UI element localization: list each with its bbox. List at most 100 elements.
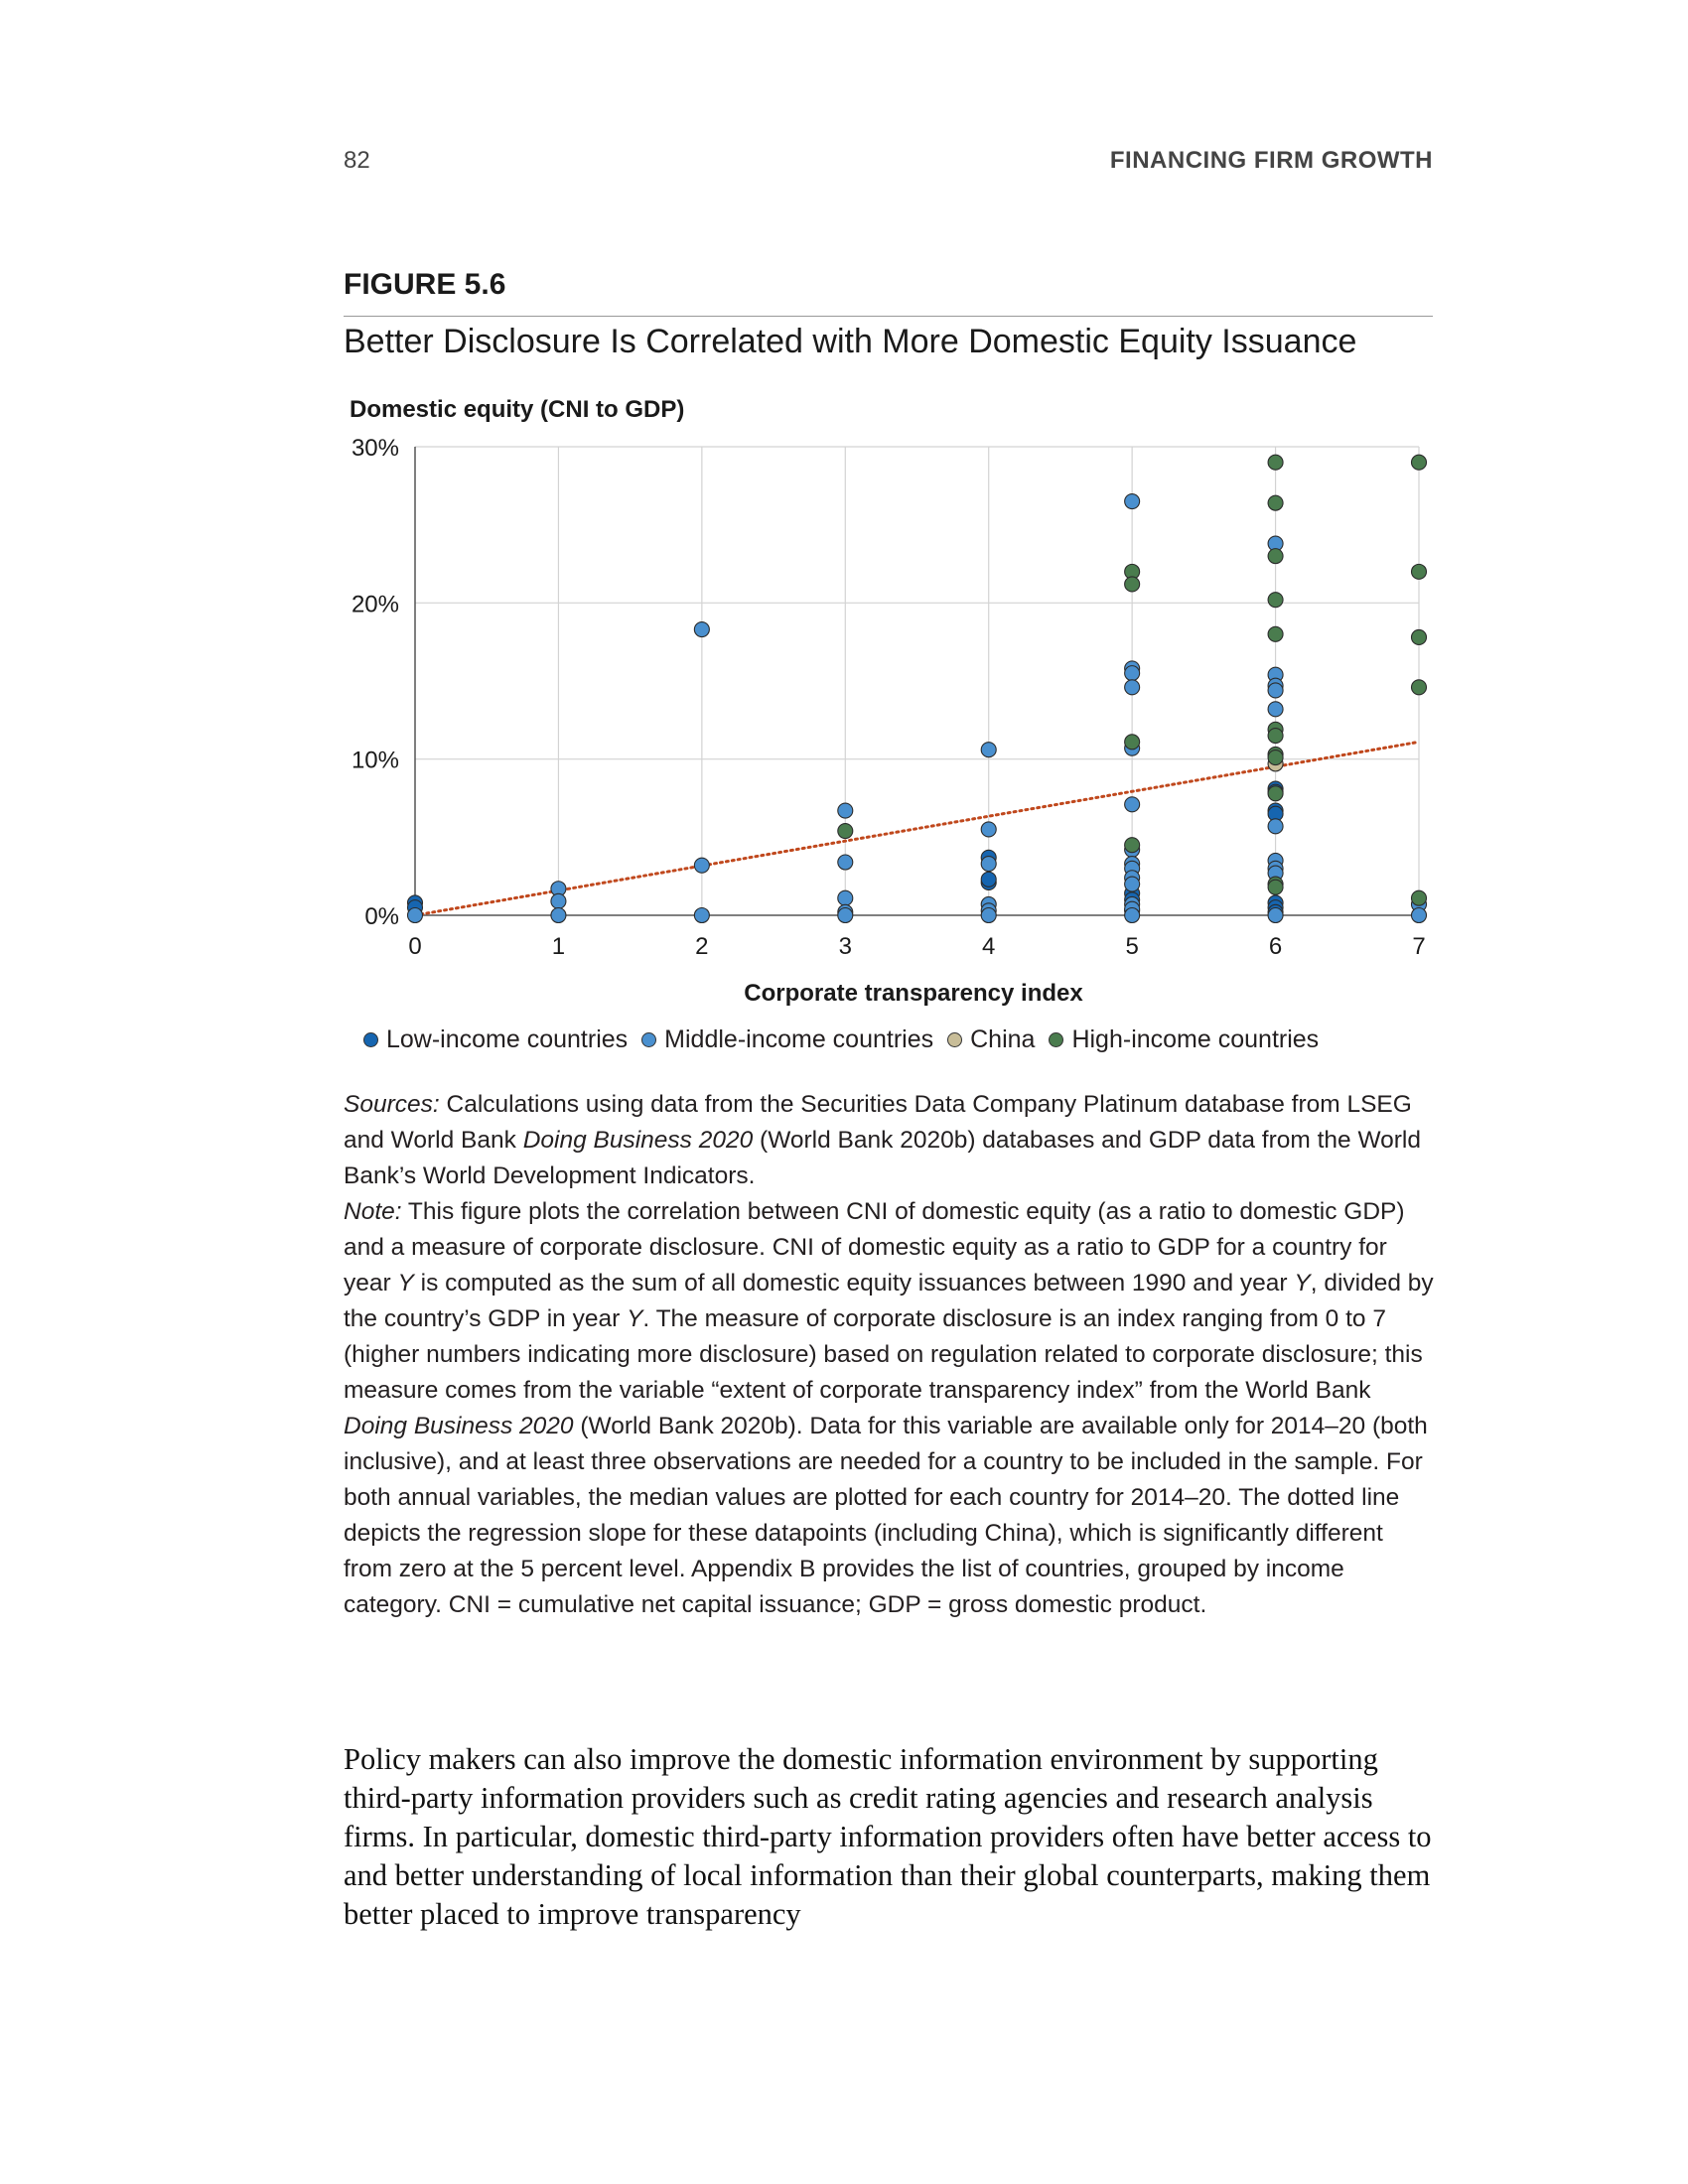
y-tick-label: 0% [364,903,399,930]
data-point-middle [1124,493,1141,510]
figure-label: FIGURE 5.6 [344,268,506,301]
scatter-chart: Domestic equity (CNI to GDP) Corporate t… [350,396,1428,1007]
data-point-high [1267,548,1284,565]
y-tick-label: 10% [352,748,399,774]
data-point-high [1267,879,1284,895]
data-point-middle [1124,665,1141,682]
data-point-high [1124,734,1141,751]
data-point-middle [406,906,424,924]
data-point-middle [980,906,997,924]
data-point-middle [980,821,997,838]
data-point-high [1267,750,1284,766]
note-text: is computed as the sum of all domestic e… [413,1270,1295,1297]
regression-trendline [413,740,1421,917]
x-tick-label: 5 [1125,933,1138,960]
data-point-middle [980,742,997,758]
note-variable: Y [627,1305,643,1332]
data-point-high [1410,563,1428,580]
x-tick-label: 6 [1269,933,1282,960]
data-point-high [1267,454,1284,471]
data-point-middle [550,906,567,924]
data-point-middle [1267,682,1284,699]
note-text: (World Bank 2020b). Data for this variab… [344,1413,1428,1618]
sources-text-cont: (World Bank 2020b) databases and GDP dat… [344,1127,1421,1189]
x-axis-title: Corporate transparency index [744,980,1083,1007]
legend-swatch-high [1049,1032,1064,1047]
data-point-middle [693,857,710,874]
figure-title: Better Disclosure Is Correlated with Mor… [344,323,1357,360]
note-text: This figure plots the correlation betwee… [344,1198,1405,1297]
x-tick-label: 7 [1412,933,1425,960]
legend-label-low: Low-income countries [386,1025,629,1053]
data-point-middle [837,906,854,924]
y-tick-label: 20% [352,591,399,617]
x-tick-label: 2 [695,933,708,960]
x-tick-label: 3 [839,933,852,960]
data-point-middle [837,802,854,819]
body-paragraph: Policy makers can also improve the domes… [344,1742,1432,1931]
note-variable: Y [397,1270,414,1297]
data-point-middle [1267,818,1284,835]
data-point-low [980,871,997,887]
data-point-middle [1267,701,1284,718]
y-tick-label: 30% [352,435,399,462]
x-tick-label: 1 [552,933,565,960]
chart-axes [414,447,1419,916]
legend-swatch-middle [641,1032,657,1047]
legend-item-high: High-income countries [1049,1025,1319,1054]
trendline [413,740,1421,917]
data-point-high [1410,628,1428,645]
chart-tick-labels: 0 1 2 3 4 5 6 7 0% 10% 20% 30% [352,435,1426,960]
legend-item-middle: Middle-income countries [641,1025,933,1054]
data-point-middle [550,892,567,909]
legend-label-china: China [970,1025,1036,1053]
legend-label-middle: Middle-income countries [664,1025,934,1053]
note-publication-title: Doing Business 2020 [344,1413,574,1439]
note-label: Note: [344,1198,402,1225]
data-point-high [1124,576,1141,593]
data-point-middle [693,621,710,638]
legend-swatch-china [947,1032,963,1047]
data-point-high [1410,454,1428,471]
chart-legend: Low-income countries Middle-income count… [363,1025,1333,1054]
y-axis-title: Domestic equity (CNI to GDP) [350,396,684,423]
figure-notes: Sources: Calculations using data from th… [344,1087,1436,1623]
note-variable: Y [1294,1270,1311,1297]
data-point-middle [980,856,997,873]
body-text: Policy makers can also improve the domes… [344,1740,1436,1934]
data-point-high [1267,625,1284,642]
legend-swatch-low [363,1032,378,1047]
data-point-middle [837,889,854,906]
sources-label: Sources: [344,1091,440,1118]
note-text: , divided by the country’s GDP in year [344,1270,1434,1332]
data-point-middle [1124,679,1141,696]
x-tick-label: 4 [982,933,995,960]
sources-note: Sources: Calculations using data from th… [344,1087,1436,1194]
running-head: FINANCING FIRM GROWTH [1109,147,1433,174]
data-points [406,454,1428,924]
data-point-high [1267,592,1284,609]
chart-gridlines [415,446,1420,915]
data-point-middle [693,906,710,924]
data-point-high [837,822,854,840]
legend-item-china: China [947,1025,1035,1054]
data-point-high [1124,837,1141,854]
figure-divider [344,316,1433,317]
data-point-high [1410,889,1428,906]
x-tick-label: 0 [408,933,421,960]
data-point-middle [837,854,854,871]
data-point-middle [1124,796,1141,813]
note-text: . The measure of corporate disclosure is… [344,1305,1423,1404]
data-point-high [1267,494,1284,511]
data-point-middle [1124,906,1141,924]
legend-label-high: High-income countries [1071,1025,1320,1053]
figure-note: Note: This figure plots the correlation … [344,1194,1436,1623]
data-point-middle [1124,876,1141,892]
legend-item-low: Low-income countries [363,1025,628,1054]
data-point-middle [1410,906,1428,924]
data-point-high [1410,679,1428,696]
data-point-middle [1267,906,1284,924]
data-point-high [1267,728,1284,745]
sources-text: Calculations using data from the Securit… [344,1091,1412,1154]
page-number: 82 [344,147,370,174]
